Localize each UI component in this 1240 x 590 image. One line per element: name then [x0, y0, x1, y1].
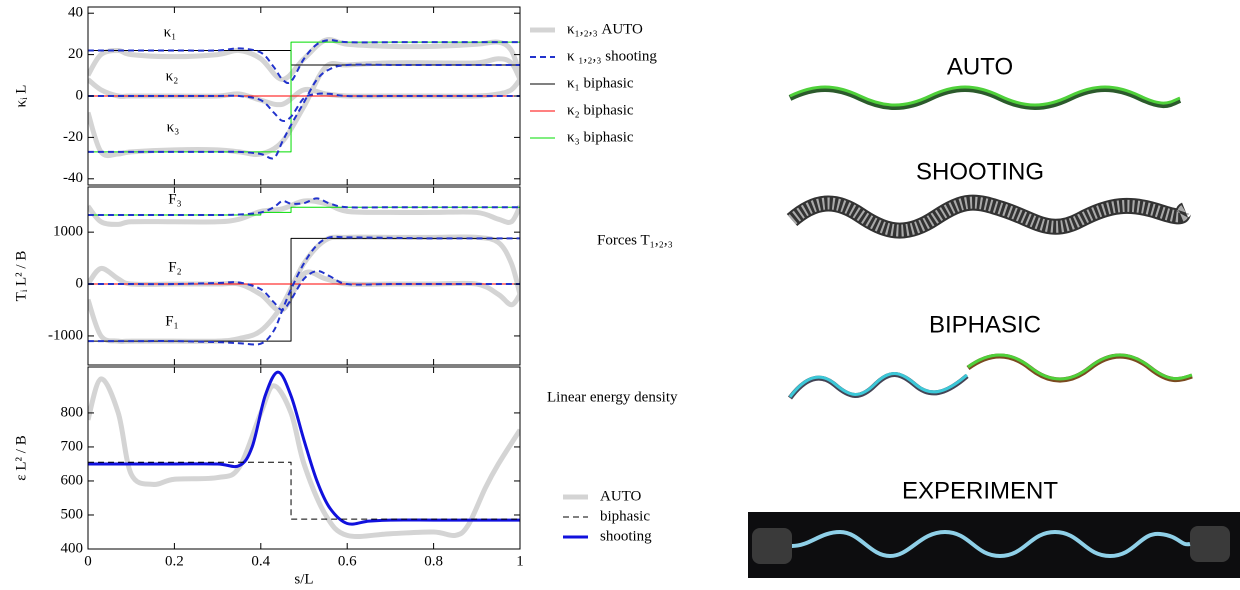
y-tick-label: 1000 — [53, 224, 83, 240]
x-tick-label: 0 — [84, 553, 92, 569]
y-tick-label: -1000 — [48, 327, 83, 343]
legend-label: κ ₁,₂,₃ shooting — [567, 48, 657, 64]
panel-label: EXPERIMENT — [902, 477, 1058, 504]
rod — [788, 372, 968, 398]
data-line — [88, 265, 520, 313]
legend-label: κ₁,₂,₃ AUTO — [567, 21, 643, 37]
rod — [967, 353, 1193, 381]
data-line — [88, 63, 520, 160]
y-tick-label: 600 — [61, 472, 84, 488]
legend-label: κ₁ biphasic — [567, 75, 634, 91]
legend-label: κ₂ biphasic — [567, 102, 634, 118]
curve-label: κ₁ — [164, 24, 177, 40]
shooting-rod — [786, 194, 1192, 239]
legend-label: shooting — [600, 528, 652, 544]
data-line — [88, 56, 520, 159]
y-axis-label: ε L² / B — [13, 435, 29, 480]
x-axis-label: s/L — [294, 571, 313, 587]
rod — [789, 85, 1181, 107]
rod — [786, 194, 1192, 239]
y-tick-label: 800 — [61, 404, 84, 420]
x-tick-label: 0.2 — [165, 553, 184, 569]
data-line — [88, 92, 520, 123]
data-line — [88, 234, 520, 345]
legend-label: AUTO — [600, 488, 642, 504]
y-tick-label: 0 — [76, 87, 84, 103]
y-axis-label: Tᵢ L² / B — [13, 251, 29, 302]
panel-label: SHOOTING — [916, 158, 1044, 185]
y-tick-label: 0 — [76, 275, 84, 291]
clamp — [752, 528, 792, 564]
data-line — [88, 197, 520, 217]
biphasic-rods — [788, 353, 1193, 400]
y-tick-label: 40 — [68, 5, 83, 21]
clamp — [1190, 526, 1230, 562]
data-line — [88, 237, 520, 342]
experiment-photo — [748, 512, 1240, 578]
plot-frame — [87, 186, 521, 366]
curve-label: F₁ — [165, 313, 179, 329]
data-line — [88, 370, 520, 526]
rod-shadow — [788, 86, 1182, 110]
x-tick-label: 0.8 — [424, 553, 443, 569]
y-tick-label: 500 — [61, 506, 84, 522]
data-line — [88, 37, 520, 82]
annotation: Linear energy density — [547, 389, 678, 405]
x-tick-label: 0.6 — [338, 553, 357, 569]
data-line — [88, 461, 520, 520]
y-tick-label: 20 — [68, 46, 83, 62]
data-line — [88, 39, 520, 85]
x-tick-label: 0.4 — [251, 553, 270, 569]
auto-rod — [788, 85, 1182, 110]
legend-label: biphasic — [600, 508, 650, 524]
rod — [791, 529, 1191, 559]
y-tick-label: 400 — [61, 540, 84, 556]
panel-label: AUTO — [947, 53, 1013, 80]
y-tick-label: -20 — [63, 129, 83, 145]
plot-area — [88, 370, 520, 540]
curve-label: κ₂ — [166, 68, 179, 84]
y-tick-label: 700 — [61, 438, 84, 454]
curve-label: κ₃ — [167, 119, 180, 135]
photo-background — [748, 512, 1240, 578]
data-line — [88, 235, 520, 346]
legend-label: κ₃ biphasic — [567, 129, 634, 145]
curve-label: F₃ — [168, 191, 182, 207]
data-line — [88, 376, 520, 540]
rod-mesh — [788, 196, 1190, 237]
curve-label: F₂ — [168, 259, 182, 275]
panel-label: BIPHASIC — [929, 311, 1041, 338]
y-tick-label: -40 — [63, 170, 83, 186]
plot-area — [88, 37, 520, 160]
data-line — [88, 198, 520, 227]
plot-area — [88, 197, 520, 346]
x-tick-label: 1 — [516, 553, 524, 569]
plot-frame — [87, 366, 521, 550]
annotation: Forces T₁,₂,₃ — [597, 232, 673, 248]
rod — [966, 353, 1193, 383]
y-axis-label: κᵢ L — [13, 85, 29, 108]
